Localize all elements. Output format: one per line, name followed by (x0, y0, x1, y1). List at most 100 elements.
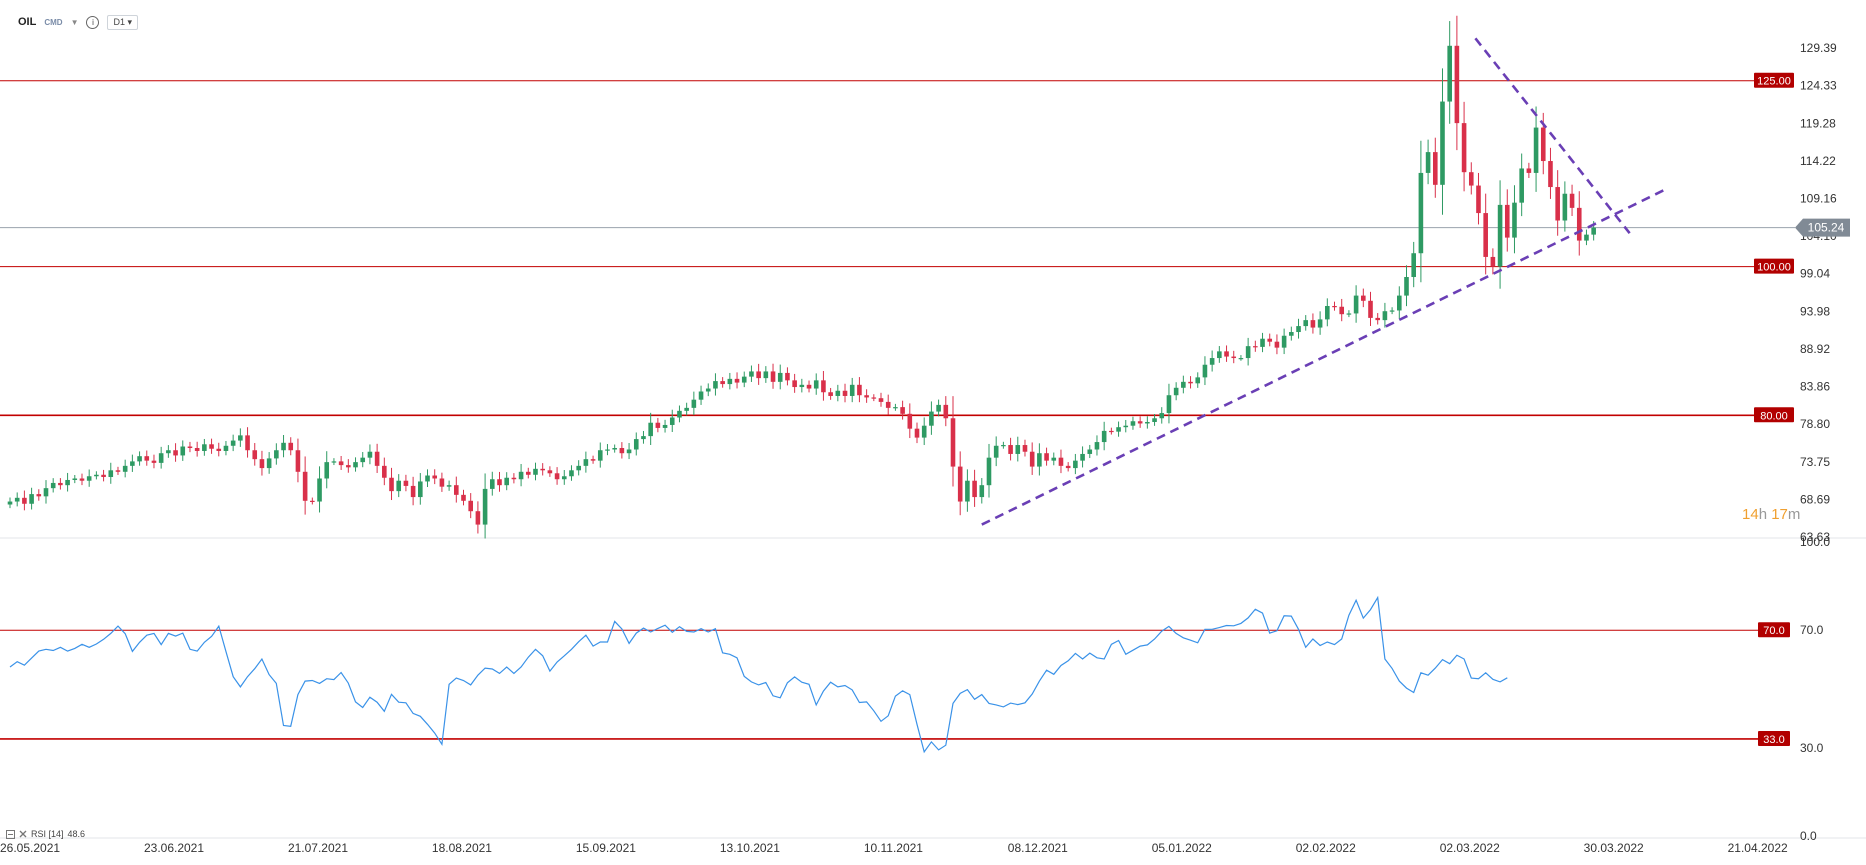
rsi-legend[interactable]: RSI [14] 48.6 (6, 829, 85, 839)
candle-body (1029, 451, 1035, 467)
candle-body (108, 470, 114, 478)
x-tick-label: 08.12.2021 (1008, 841, 1068, 855)
candle-body (144, 456, 150, 461)
symbol-label[interactable]: OIL (18, 16, 37, 28)
symbol-dropdown-icon[interactable]: ▼ (70, 17, 79, 27)
candle-body (382, 465, 387, 478)
candle-body (907, 413, 913, 429)
candle-body (936, 404, 941, 412)
candle-body (597, 450, 603, 461)
candle-body (554, 473, 560, 480)
candle-body (957, 466, 963, 502)
candle-body (274, 450, 279, 459)
x-tick-label: 23.06.2021 (144, 841, 204, 855)
rsi-y-tick-label: 70.0 (1800, 623, 1824, 637)
timeframe-select[interactable]: D1 ▾ (107, 14, 139, 30)
candle-body (821, 380, 826, 393)
candle-body (900, 407, 905, 414)
candle-body (741, 376, 747, 383)
candle-body (1281, 335, 1287, 348)
close-icon[interactable] (19, 830, 27, 838)
candle-body (497, 479, 502, 486)
candle-body (425, 475, 430, 482)
candle-body (972, 480, 977, 498)
y-tick-label: 129.39 (1800, 41, 1837, 55)
candle-body (720, 381, 725, 385)
candle-body (461, 494, 466, 501)
y-tick-label: 93.98 (1800, 304, 1830, 318)
candle-body (893, 407, 898, 409)
candle-body (389, 477, 394, 492)
candle-body (842, 390, 848, 396)
candle-body (410, 485, 416, 498)
candle-body (194, 448, 200, 451)
candle-body (561, 476, 567, 480)
candle-body (1555, 187, 1560, 221)
candle-body (1008, 445, 1013, 454)
hours-unit: h (1758, 506, 1768, 523)
candle-body (1317, 319, 1323, 328)
candle-body (50, 482, 56, 489)
candle-body (338, 461, 344, 466)
candle-body (1130, 421, 1136, 426)
candle-body (324, 462, 330, 479)
candle-body (1540, 127, 1546, 162)
candle-body (72, 478, 78, 480)
candle-body (878, 398, 884, 402)
candle-body (1037, 453, 1042, 467)
rsi-y-tick-label: 30.0 (1800, 741, 1824, 755)
y-tick-label: 109.16 (1800, 191, 1837, 205)
candle-body (713, 381, 718, 389)
info-icon[interactable]: i (86, 15, 100, 29)
candle-body (1382, 311, 1388, 321)
candle-body (1504, 204, 1510, 238)
y-tick-label: 124.33 (1800, 79, 1837, 93)
candle-body (115, 470, 121, 472)
candle-body (684, 407, 689, 411)
candle-body (655, 422, 661, 428)
candle-body (864, 395, 869, 398)
candle-body (418, 481, 423, 498)
x-tick-label: 02.03.2022 (1440, 841, 1500, 855)
candle-body (79, 478, 85, 481)
rsi-level-tag (1758, 622, 1790, 638)
candle-body (641, 436, 646, 440)
candle-body (29, 494, 34, 504)
rsi-y-tick-label: 100.0 (1800, 535, 1830, 549)
candle-body (806, 384, 812, 389)
candle-body (756, 371, 761, 379)
candle-body (202, 444, 207, 451)
candle-body (180, 446, 186, 456)
candle-body (209, 444, 214, 449)
candle-body (727, 378, 733, 385)
candle-body (1260, 338, 1265, 347)
candle-body (14, 497, 20, 502)
candle-body (1310, 320, 1316, 328)
price-level-tag (1754, 258, 1794, 274)
candle-body (1166, 395, 1172, 414)
y-tick-label: 88.92 (1800, 342, 1830, 356)
candle-body (281, 442, 286, 451)
candle-body (705, 388, 711, 392)
rsi-level-label: 70.0 (1763, 625, 1784, 637)
candle-body (792, 380, 797, 388)
candle-body (1468, 172, 1474, 186)
candle-body (468, 500, 474, 512)
candle-body (158, 453, 164, 463)
candle-body (454, 485, 459, 495)
candle-body (1497, 204, 1503, 267)
candle-body (626, 449, 632, 454)
candle-body (295, 450, 301, 472)
price-level-label: 80.00 (1760, 410, 1788, 422)
candle-body (763, 371, 769, 379)
indicator-settings-icon[interactable] (6, 829, 15, 839)
candle-body (583, 459, 589, 466)
candle-body (1411, 253, 1416, 278)
candle-body (1238, 358, 1244, 360)
candle-body (374, 451, 380, 466)
candle-body (259, 459, 265, 469)
candle-body (1274, 341, 1280, 348)
candle-body (346, 465, 351, 468)
candle-body (1001, 445, 1006, 447)
